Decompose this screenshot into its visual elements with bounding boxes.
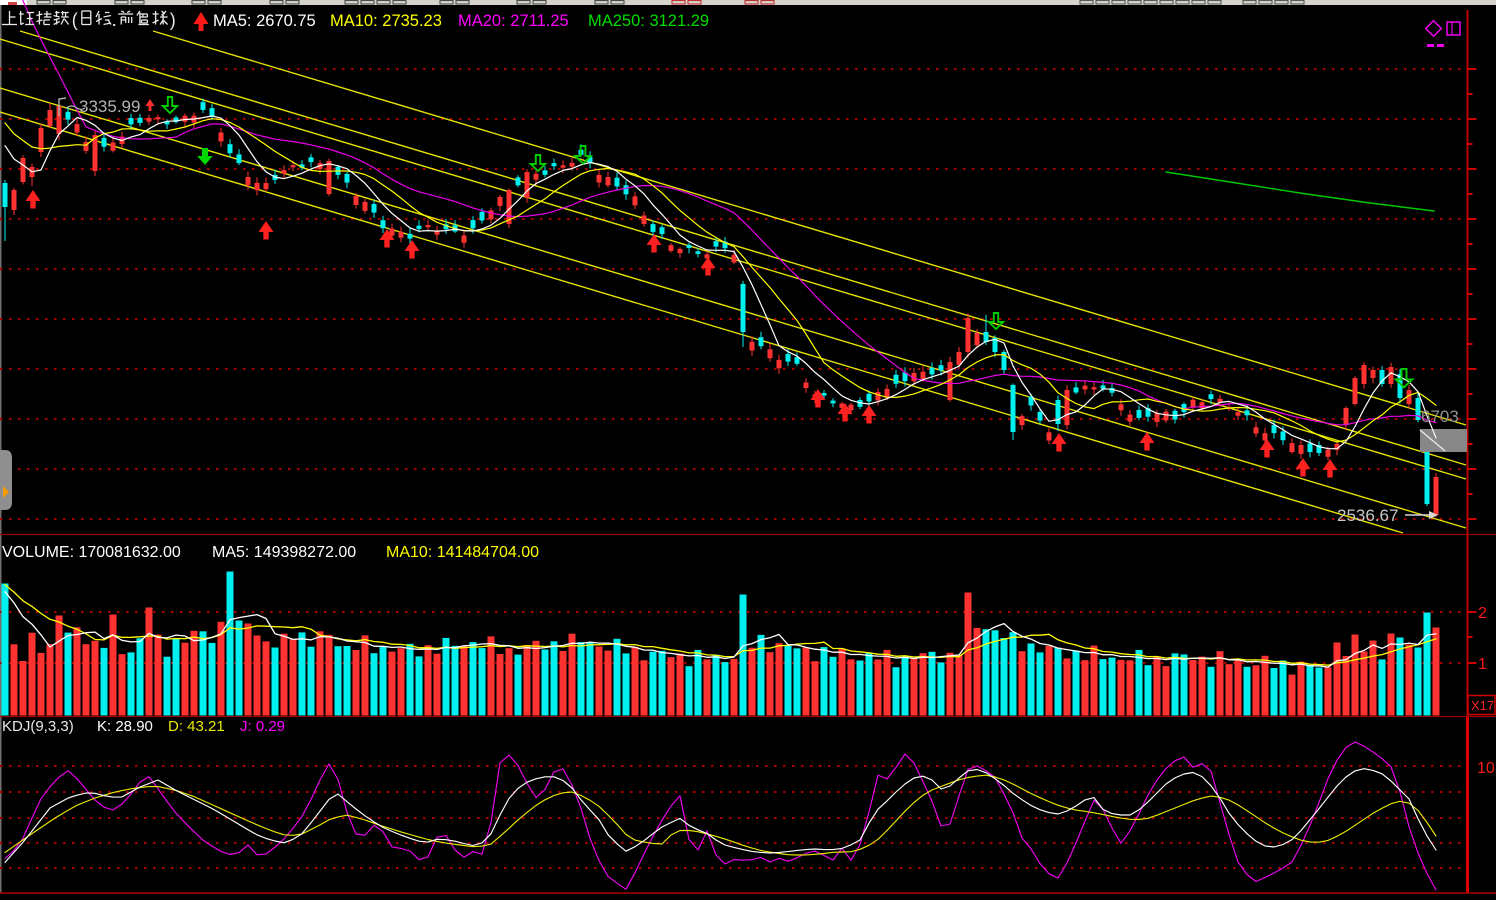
svg-text:2: 2 xyxy=(1478,605,1487,622)
svg-text:VOLUME: 170081632.00: VOLUME: 170081632.00 xyxy=(2,544,181,561)
svg-text:MA20: 2711.25: MA20: 2711.25 xyxy=(458,12,569,30)
svg-text:MA10: 2735.23: MA10: 2735.23 xyxy=(330,12,442,30)
svg-text:X17: X17 xyxy=(1471,698,1494,713)
svg-text:2536.67: 2536.67 xyxy=(1337,506,1398,525)
svg-text:J: 0.29: J: 0.29 xyxy=(240,718,285,735)
svg-text:D: 43.21: D: 43.21 xyxy=(168,718,225,735)
svg-text:KDJ(9,3,3): KDJ(9,3,3) xyxy=(2,718,74,735)
svg-text:MA250: 3121.29: MA250: 3121.29 xyxy=(588,12,709,30)
svg-text:10: 10 xyxy=(1477,760,1495,777)
svg-text:): ) xyxy=(170,10,176,30)
svg-text:K: 28.90: K: 28.90 xyxy=(97,718,153,735)
svg-text:6703: 6703 xyxy=(1421,407,1459,426)
svg-text:MA5: 149398272.00: MA5: 149398272.00 xyxy=(212,544,356,561)
svg-text:MA5: 2670.75: MA5: 2670.75 xyxy=(213,12,316,30)
svg-text:MA10: 141484704.00: MA10: 141484704.00 xyxy=(386,544,539,561)
svg-text:(: ( xyxy=(72,10,78,30)
svg-text:3335.99: 3335.99 xyxy=(79,97,140,116)
svg-text:1: 1 xyxy=(1478,656,1487,673)
